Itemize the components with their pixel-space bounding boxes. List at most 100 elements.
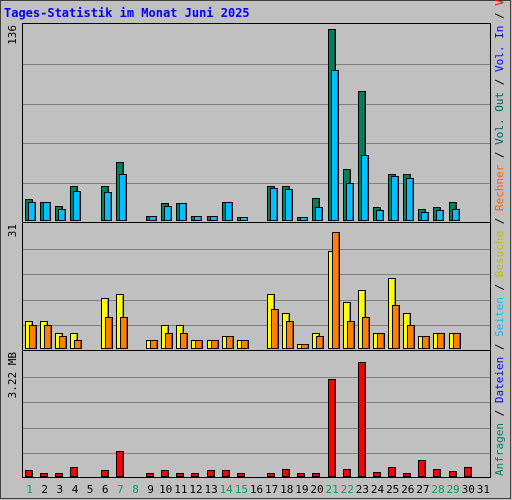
bar-rechner: [377, 333, 385, 349]
bar-rechner-body: [44, 325, 52, 349]
bar-rechner: [271, 309, 279, 349]
bar-rechner-body: [316, 336, 324, 349]
bar-volumen: [146, 473, 154, 477]
bar-volumen-body: [146, 473, 154, 477]
bar-dateien-body: [361, 155, 369, 221]
bar-dateien: [210, 216, 218, 221]
x-tick-label: 8: [132, 483, 139, 496]
x-tick-label: 3: [56, 483, 63, 496]
bar-rechner-body: [332, 232, 340, 349]
legend-entry: Rechner: [493, 164, 506, 211]
bar-rechner-body: [286, 321, 294, 349]
bar-volumen-body: [191, 473, 199, 477]
bar-volumen: [418, 460, 426, 477]
x-tick-label: 18: [280, 483, 293, 496]
x-tick-label: 16: [250, 483, 263, 496]
bar-volumen: [358, 362, 366, 477]
bar-volumen: [267, 473, 275, 477]
bar-dateien: [421, 212, 429, 221]
bar-volumen: [116, 451, 124, 477]
bar-rechner: [44, 325, 52, 349]
bar-volumen-body: [464, 467, 472, 477]
bar-volumen: [191, 473, 199, 477]
bar-rechner: [453, 333, 461, 349]
bar-dateien: [406, 178, 414, 221]
bar-volumen: [312, 473, 320, 477]
legend-entry: Vol. Out: [493, 92, 506, 145]
bar-rechner: [195, 340, 203, 349]
plot-frame: [22, 23, 491, 478]
bar-volumen-body: [116, 451, 124, 477]
bar-volumen: [464, 467, 472, 477]
bar-volumen-body: [418, 460, 426, 477]
y-max-label: 3.22 MB: [6, 352, 19, 399]
bar-volumen: [433, 469, 441, 477]
x-tick-label: 20: [310, 483, 323, 496]
bar-dateien: [179, 203, 187, 221]
bar-rechner-body: [392, 305, 400, 349]
legend-separator: /: [493, 403, 506, 423]
bar-rechner-body: [226, 336, 234, 349]
bar-rechner: [347, 321, 355, 349]
x-tick-label: 5: [87, 483, 94, 496]
bar-rechner-body: [105, 317, 113, 349]
bar-volumen-body: [222, 470, 230, 477]
bar-rechner-body: [241, 340, 249, 349]
bar-dateien-body: [315, 207, 323, 221]
x-tick-label: 31: [477, 483, 490, 496]
bar-rechner-body: [437, 333, 445, 349]
bar-rechner: [165, 333, 173, 349]
x-tick-label: 2: [41, 483, 48, 496]
bar-volumen: [282, 469, 290, 477]
x-tick-label: 27: [416, 483, 429, 496]
bar-volumen: [449, 471, 457, 477]
x-tick-label: 30: [462, 483, 475, 496]
legend-separator: /: [493, 277, 506, 297]
bar-dateien-body: [270, 188, 278, 221]
bar-dateien-body: [300, 217, 308, 221]
bar-volumen: [70, 467, 78, 477]
bar-rechner-body: [453, 333, 461, 349]
bar-volumen: [403, 473, 411, 477]
bar-volumen-body: [161, 470, 169, 477]
bar-dateien: [73, 191, 81, 221]
bar-rechner: [407, 325, 415, 349]
legend-separator: /: [493, 211, 506, 231]
bar-dateien-body: [376, 210, 384, 221]
bar-rechner-body: [74, 340, 82, 349]
bar-rechner: [422, 336, 430, 349]
bar-rechner: [226, 336, 234, 349]
y-max-label: 31: [6, 224, 19, 237]
panel-background: [22, 23, 491, 222]
legend-separator: /: [493, 145, 506, 165]
bar-dateien-body: [331, 70, 339, 221]
bar-volumen-body: [449, 471, 457, 477]
bar-volumen: [207, 470, 215, 477]
bar-dateien: [300, 217, 308, 221]
bar-rechner: [74, 340, 82, 349]
bar-dateien: [149, 216, 157, 221]
bar-volumen-body: [237, 473, 245, 477]
bar-dateien-body: [104, 192, 112, 221]
bar-dateien: [285, 189, 293, 221]
bar-rechner-body: [211, 340, 219, 349]
x-tick-label: 25: [386, 483, 399, 496]
bar-volumen: [328, 379, 336, 477]
bar-dateien-body: [421, 212, 429, 221]
bar-volumen: [40, 473, 48, 477]
x-tick-label: 6: [102, 483, 109, 496]
bar-dateien-body: [436, 210, 444, 221]
x-tick-label: 26: [401, 483, 414, 496]
bar-volumen-body: [55, 473, 63, 477]
bar-volumen: [388, 467, 396, 477]
x-tick-label: 1: [26, 483, 33, 496]
bar-dateien: [346, 183, 354, 221]
bar-dateien-body: [285, 189, 293, 221]
bar-rechner: [437, 333, 445, 349]
bar-dateien: [225, 202, 233, 221]
bar-volumen: [343, 469, 351, 477]
bar-rechner-body: [150, 340, 158, 349]
x-tick-label: 7: [117, 483, 124, 496]
